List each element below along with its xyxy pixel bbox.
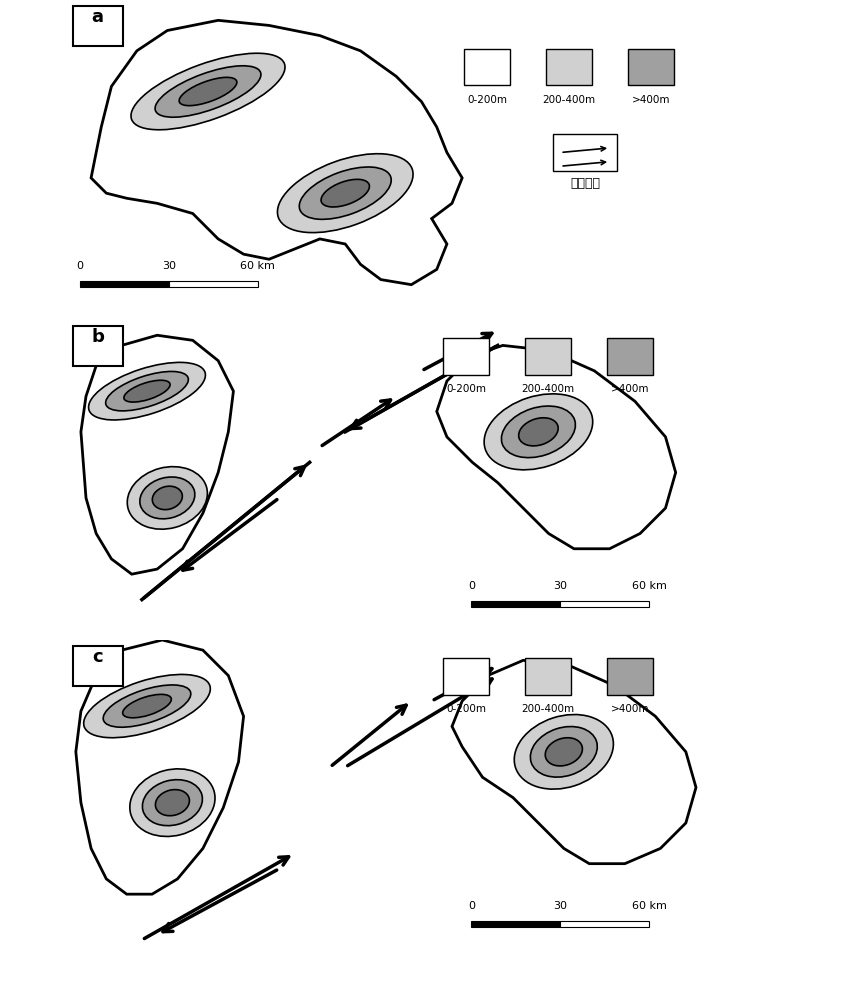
Bar xyxy=(553,134,617,171)
Bar xyxy=(628,49,674,85)
Text: 200-400m: 200-400m xyxy=(543,95,596,105)
Ellipse shape xyxy=(83,674,211,738)
Text: 0: 0 xyxy=(77,261,83,271)
Text: b: b xyxy=(91,328,105,346)
Ellipse shape xyxy=(277,154,413,233)
Text: 0-200m: 0-200m xyxy=(446,384,486,394)
Text: a: a xyxy=(92,8,104,26)
Bar xyxy=(72,326,122,366)
Bar xyxy=(464,49,511,85)
Bar xyxy=(471,601,561,607)
Text: 60 km: 60 km xyxy=(631,581,667,591)
Ellipse shape xyxy=(140,477,195,519)
Text: 0-200m: 0-200m xyxy=(446,704,486,714)
Text: 60 km: 60 km xyxy=(631,901,667,911)
Ellipse shape xyxy=(514,715,614,789)
Bar xyxy=(524,658,571,695)
Polygon shape xyxy=(76,640,244,894)
Text: >400m: >400m xyxy=(631,95,670,105)
Bar xyxy=(524,338,571,375)
Bar xyxy=(72,646,122,686)
Ellipse shape xyxy=(124,380,170,402)
Text: 30: 30 xyxy=(553,581,567,591)
Bar xyxy=(546,49,593,85)
Ellipse shape xyxy=(530,727,598,777)
Ellipse shape xyxy=(153,486,182,510)
Ellipse shape xyxy=(127,467,207,529)
Text: 走滑断层: 走滑断层 xyxy=(570,177,600,190)
Ellipse shape xyxy=(105,371,188,411)
Ellipse shape xyxy=(179,77,237,106)
Text: 0: 0 xyxy=(468,581,475,591)
Ellipse shape xyxy=(89,362,206,420)
Ellipse shape xyxy=(545,738,583,766)
Ellipse shape xyxy=(502,406,576,458)
Ellipse shape xyxy=(155,790,190,816)
Ellipse shape xyxy=(155,66,261,117)
Bar xyxy=(606,338,652,375)
Bar xyxy=(443,338,489,375)
Ellipse shape xyxy=(103,685,191,727)
Text: 0: 0 xyxy=(468,901,475,911)
Text: 30: 30 xyxy=(162,261,176,271)
Bar xyxy=(561,601,649,607)
Text: >400m: >400m xyxy=(610,704,649,714)
Bar xyxy=(471,921,561,927)
Bar xyxy=(169,281,258,287)
Polygon shape xyxy=(91,20,462,285)
Bar xyxy=(80,281,169,287)
Ellipse shape xyxy=(484,394,593,470)
Bar xyxy=(606,658,652,695)
Ellipse shape xyxy=(518,418,558,446)
Ellipse shape xyxy=(123,694,171,718)
Bar xyxy=(561,921,649,927)
Bar xyxy=(443,658,489,695)
Text: 200-400m: 200-400m xyxy=(521,384,574,394)
Text: 60 km: 60 km xyxy=(240,261,276,271)
Ellipse shape xyxy=(130,769,215,836)
Polygon shape xyxy=(437,345,676,549)
Text: >400m: >400m xyxy=(610,384,649,394)
Text: c: c xyxy=(93,648,103,666)
Text: 0-200m: 0-200m xyxy=(467,95,507,105)
Ellipse shape xyxy=(131,53,285,130)
Bar xyxy=(72,6,122,46)
Ellipse shape xyxy=(299,167,391,219)
Ellipse shape xyxy=(142,780,202,826)
Polygon shape xyxy=(81,335,234,574)
Text: 30: 30 xyxy=(553,901,567,911)
Polygon shape xyxy=(452,660,696,864)
Text: 200-400m: 200-400m xyxy=(521,704,574,714)
Ellipse shape xyxy=(321,179,369,207)
